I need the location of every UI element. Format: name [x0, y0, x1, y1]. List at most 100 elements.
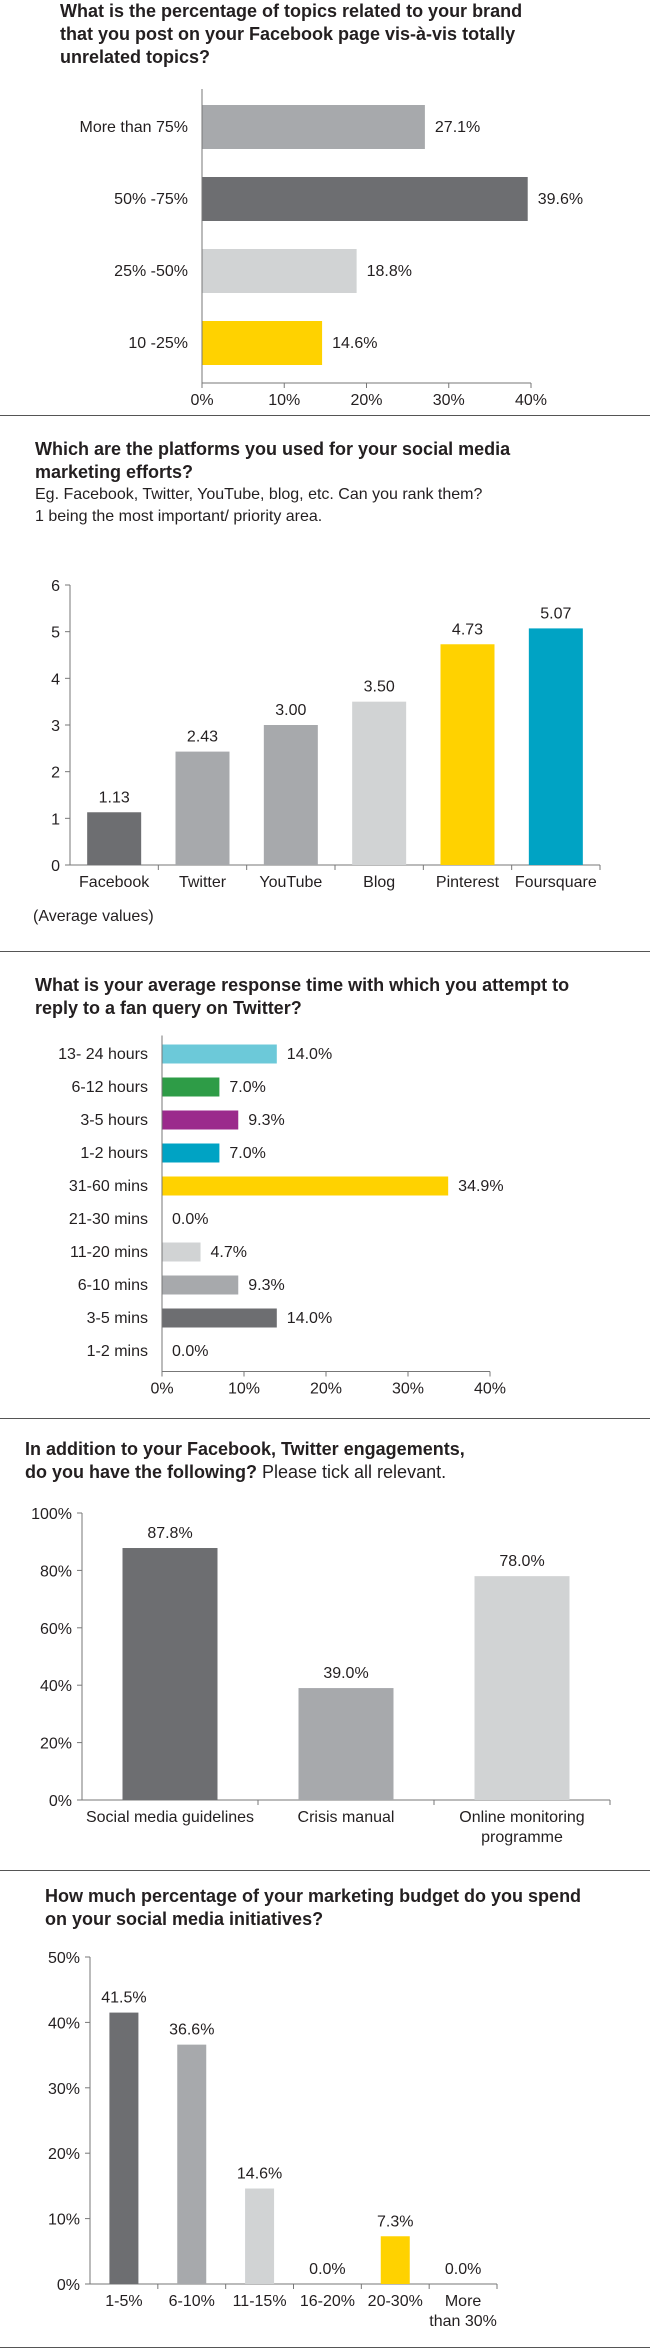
data-label: 36.6%: [169, 2022, 214, 2039]
data-label: 5.07: [540, 605, 571, 622]
data-label: 87.8%: [147, 1525, 192, 1542]
chart-title: How much percentage of your marketing bu…: [45, 1885, 581, 1931]
bar: [177, 2044, 207, 2284]
x-tick-label: 40%: [515, 392, 547, 409]
category-label: More than 75%: [79, 119, 188, 136]
data-label: 1.13: [99, 789, 130, 806]
title-line: marketing efforts?: [35, 462, 194, 482]
data-label: 39.0%: [323, 1665, 368, 1682]
title-line: reply to a fan query on Twitter?: [35, 998, 302, 1018]
y-tick-label: 10%: [48, 2212, 80, 2229]
bar: [175, 751, 230, 865]
section-divider: [0, 1870, 650, 1871]
chart-title: Which are the platforms you used for you…: [35, 438, 510, 484]
category-label: 1-5%: [105, 2293, 142, 2310]
subtitle-line: 1 being the most important/ priority are…: [35, 508, 323, 525]
category-label: 20-30%: [368, 2293, 423, 2310]
bar: [202, 105, 425, 149]
chart-title: In addition to your Facebook, Twitter en…: [25, 1438, 465, 1484]
chart-topic-share: More than 75% 27.1% 50% -75% 39.6% 25% -50% 1…: [79, 89, 583, 409]
x-tick-label: 10%: [268, 392, 300, 409]
data-label: 14.0%: [287, 1046, 332, 1063]
category-label: 11-15%: [233, 2293, 287, 2310]
x-tick-label: 0%: [190, 392, 213, 409]
data-label: 34.9%: [458, 1178, 503, 1195]
data-label: 3.00: [275, 702, 306, 719]
y-tick-label: 20%: [48, 2146, 80, 2163]
category-label: YouTube: [259, 874, 322, 891]
category-label: than 30%: [429, 2313, 497, 2330]
bar: [202, 177, 528, 221]
data-label: 0.0%: [172, 1211, 208, 1228]
category-label: Social media guidelines: [86, 1809, 254, 1826]
section-divider: [0, 415, 650, 416]
bar: [162, 1308, 277, 1328]
chart-title: What is the percentage of topics related…: [60, 0, 522, 69]
title-line: In addition to your Facebook, Twitter en…: [25, 1439, 465, 1459]
data-label: 39.6%: [538, 191, 583, 208]
bar: [162, 1176, 449, 1196]
data-label: 14.0%: [287, 1310, 332, 1327]
y-tick-label: 5: [51, 625, 60, 642]
y-tick-label: 2: [51, 765, 60, 782]
bar: [263, 725, 318, 865]
category-label: More: [445, 2293, 482, 2310]
title-line: unrelated topics?: [60, 47, 211, 67]
category-label: 21-30 mins: [69, 1211, 148, 1228]
title-line: How much percentage of your marketing bu…: [45, 1886, 582, 1906]
data-label: 7.0%: [229, 1079, 265, 1096]
category-label: 11-20 mins: [70, 1244, 148, 1261]
bar: [87, 812, 142, 865]
y-tick-label: 4: [51, 671, 60, 688]
data-label: 3.50: [364, 679, 395, 696]
title-line: What is your average response time with …: [35, 975, 570, 995]
category-label: 13- 24 hours: [58, 1046, 148, 1063]
bar: [528, 628, 583, 865]
title-main: do you have the following?: [25, 1462, 257, 1482]
data-label: 18.8%: [367, 263, 412, 280]
category-label: Blog: [363, 874, 395, 891]
bar: [109, 2012, 139, 2284]
x-tick-label: 40%: [474, 1381, 506, 1398]
y-tick-label: 80%: [40, 1563, 72, 1580]
bar: [122, 1548, 218, 1800]
y-tick-label: 1: [51, 811, 60, 828]
y-tick-label: 30%: [48, 2081, 80, 2098]
x-tick-label: 20%: [350, 392, 382, 409]
category-label: 6-12 hours: [72, 1079, 149, 1096]
y-tick-label: 40%: [40, 1678, 72, 1695]
bar: [202, 321, 323, 365]
y-tick-label: 60%: [40, 1621, 72, 1638]
chart-note: (Average values): [33, 908, 154, 925]
category-label: 1-2 mins: [87, 1343, 148, 1360]
title-line: that you post on your Facebook page vis-…: [60, 24, 516, 44]
y-tick-label: 40%: [48, 2015, 80, 2032]
category-label: 50% -75%: [114, 191, 188, 208]
x-tick-label: 30%: [392, 1381, 424, 1398]
category-label: programme: [481, 1829, 563, 1846]
category-label: Online monitoring: [459, 1809, 584, 1826]
data-label: 78.0%: [499, 1553, 544, 1570]
data-label: 7.0%: [229, 1145, 265, 1162]
y-tick-label: 0%: [57, 2277, 80, 2294]
y-tick-label: 0%: [49, 1793, 72, 1810]
section-divider: [0, 2347, 650, 2348]
bar: [162, 1242, 201, 1262]
bar: [474, 1576, 570, 1800]
data-label: 4.7%: [211, 1244, 247, 1261]
bar: [202, 249, 357, 293]
category-label: 16-20%: [300, 2293, 355, 2310]
bar: [162, 1275, 239, 1295]
bar: [380, 2236, 410, 2284]
bar: [162, 1044, 277, 1064]
data-label: 27.1%: [435, 119, 480, 136]
chart-subtitle: Eg. Facebook, Twitter, YouTube, blog, et…: [35, 484, 482, 528]
category-label: 25% -50%: [114, 263, 188, 280]
subtitle-line: Eg. Facebook, Twitter, YouTube, blog, et…: [35, 486, 483, 503]
data-label: 41.5%: [101, 1990, 146, 2007]
bar: [440, 644, 495, 865]
